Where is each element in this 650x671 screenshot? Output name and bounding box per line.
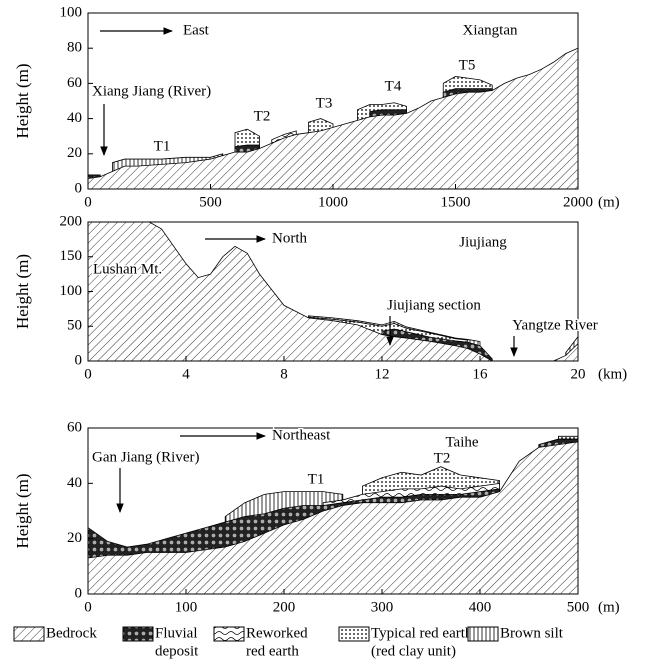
annotation: Xiang Jiang (River) bbox=[92, 83, 211, 99]
legend-swatch bbox=[338, 626, 370, 642]
annotation: Jiujiang section bbox=[387, 297, 481, 313]
legend-swatch bbox=[122, 626, 154, 642]
x-tick-label: 200 bbox=[273, 599, 296, 615]
layer-area bbox=[88, 441, 578, 594]
y-tick-label: 40 bbox=[67, 475, 82, 491]
x-tick-label: 0 bbox=[84, 599, 92, 615]
y-tick-label: 0 bbox=[75, 180, 83, 196]
annotation: North bbox=[272, 230, 307, 246]
annotation: T2 bbox=[254, 108, 271, 124]
annotation: Northeast bbox=[272, 427, 331, 443]
annotation: East bbox=[183, 22, 210, 38]
annotation: T5 bbox=[459, 57, 476, 73]
y-tick-label: 150 bbox=[60, 248, 83, 264]
legend-label: (red clay unit) bbox=[371, 643, 456, 659]
y-tick-label: 50 bbox=[67, 318, 82, 334]
layer-area bbox=[88, 47, 578, 189]
y-tick-label: 100 bbox=[60, 4, 83, 20]
y-tick-label: 60 bbox=[67, 75, 82, 91]
legend-label: Fluvial bbox=[155, 625, 198, 641]
y-tick-label: 60 bbox=[67, 419, 82, 435]
legend-label: deposit bbox=[155, 643, 199, 659]
legend-swatch bbox=[467, 626, 499, 642]
annotation: Jiujiang bbox=[459, 234, 507, 250]
x-tick-label: 1500 bbox=[441, 194, 471, 210]
y-tick-label: 0 bbox=[75, 585, 83, 601]
legend-label: Bedrock bbox=[46, 625, 97, 641]
x-axis-label: (km) bbox=[598, 366, 627, 382]
annotation: T3 bbox=[316, 95, 333, 111]
x-tick-label: 2000 bbox=[563, 194, 593, 210]
y-tick-label: 0 bbox=[75, 352, 83, 368]
y-axis-label: Height (m) bbox=[13, 254, 32, 329]
x-axis-label: (m) bbox=[598, 599, 620, 615]
y-tick-label: 200 bbox=[60, 213, 83, 229]
x-tick-label: 500 bbox=[199, 194, 222, 210]
annotation: T2 bbox=[434, 450, 451, 466]
annotation: T4 bbox=[385, 78, 402, 94]
legend-swatch bbox=[213, 626, 245, 642]
y-axis-label: Height (m) bbox=[13, 63, 32, 138]
y-tick-label: 20 bbox=[67, 145, 82, 161]
x-tick-label: 300 bbox=[371, 599, 394, 615]
annotation: Xiangtan bbox=[463, 22, 518, 38]
x-tick-label: 500 bbox=[567, 599, 590, 615]
annotation: Lushan Mt. bbox=[93, 261, 162, 277]
annotation: T1 bbox=[308, 471, 325, 487]
x-tick-label: 0 bbox=[84, 194, 92, 210]
legend-label: Typical red earth bbox=[371, 625, 473, 641]
annotation: Taihe bbox=[445, 434, 478, 450]
legend-label: Brown silt bbox=[500, 625, 564, 641]
x-axis-label: (m) bbox=[598, 194, 620, 210]
legend-swatch bbox=[13, 626, 45, 642]
x-tick-label: 400 bbox=[469, 599, 492, 615]
y-tick-label: 40 bbox=[67, 110, 82, 126]
y-tick-label: 80 bbox=[67, 40, 82, 56]
x-tick-label: 8 bbox=[280, 366, 288, 382]
y-tick-label: 20 bbox=[67, 530, 82, 546]
x-tick-label: 12 bbox=[375, 366, 390, 382]
annotation: T1 bbox=[154, 138, 171, 154]
x-tick-label: 1000 bbox=[318, 194, 348, 210]
x-tick-label: 0 bbox=[84, 366, 92, 382]
x-tick-label: 100 bbox=[175, 599, 198, 615]
x-tick-label: 16 bbox=[473, 366, 489, 382]
layer-area bbox=[88, 222, 578, 361]
x-tick-label: 20 bbox=[571, 366, 586, 382]
legend-label: Reworked bbox=[246, 625, 308, 641]
plot-frame bbox=[87, 427, 579, 595]
y-tick-label: 100 bbox=[60, 283, 83, 299]
annotation: Gan Jiang (River) bbox=[92, 449, 199, 465]
legend-label: red earth bbox=[246, 643, 299, 659]
annotation: Yangtze River bbox=[512, 317, 598, 333]
y-axis-label: Height (m) bbox=[13, 473, 32, 548]
x-tick-label: 4 bbox=[182, 366, 190, 382]
